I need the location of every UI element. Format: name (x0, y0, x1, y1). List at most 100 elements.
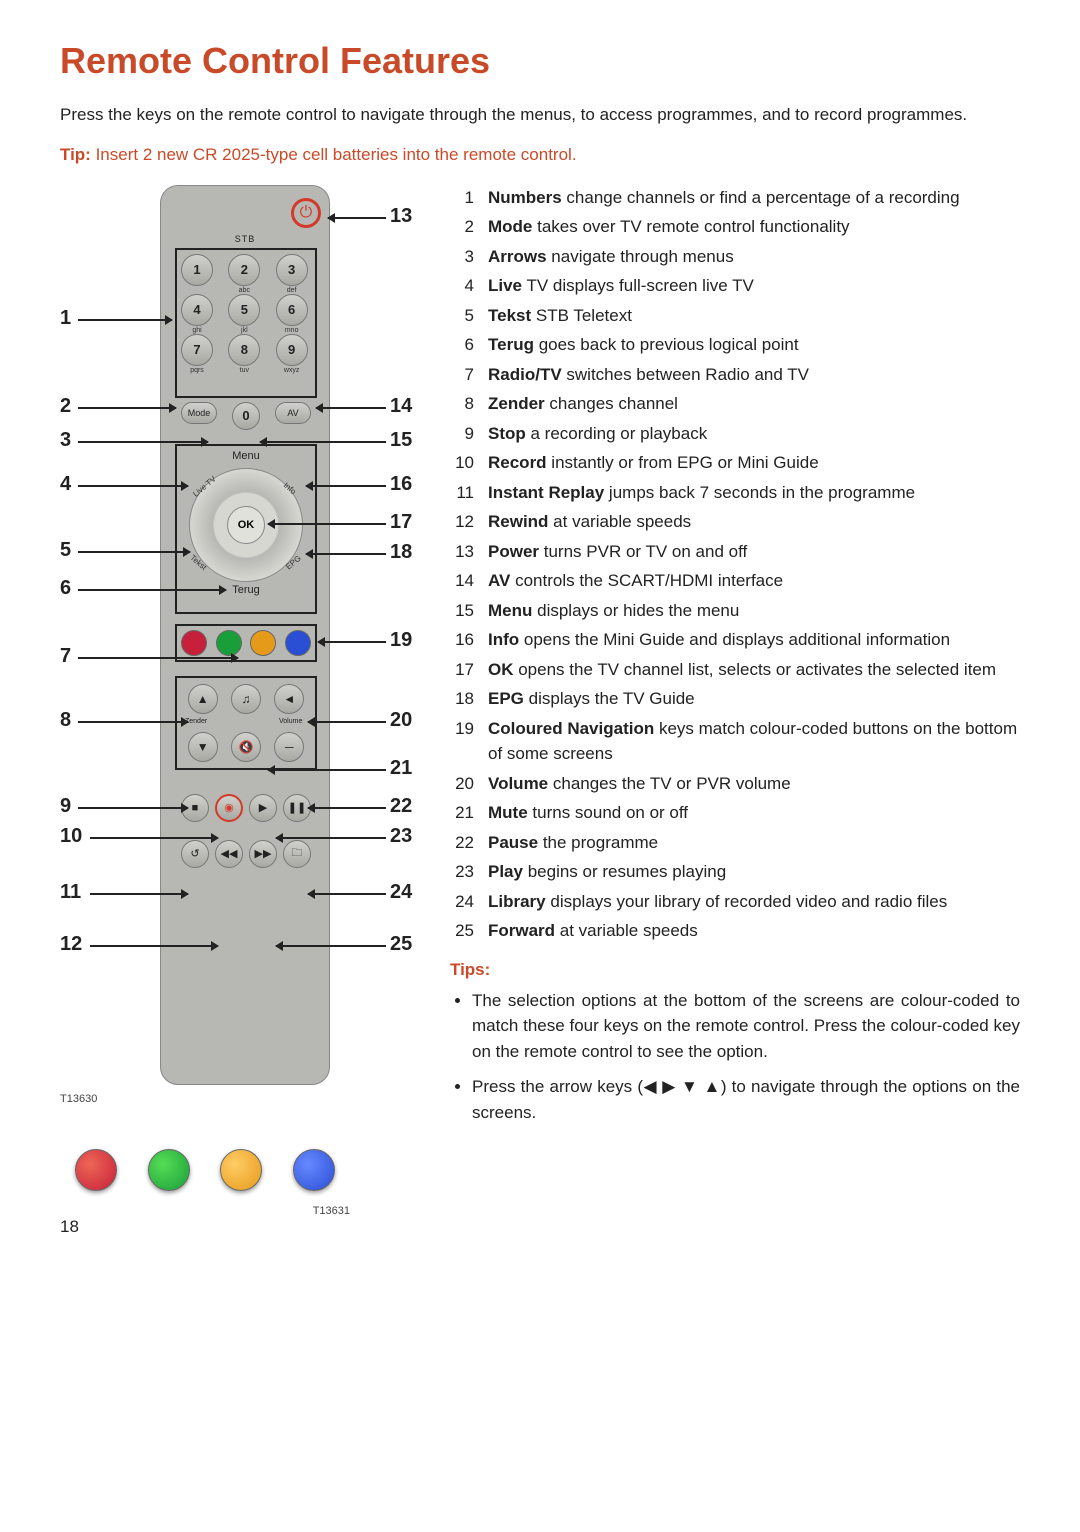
diagram-code-strip: T13631 (60, 1205, 350, 1217)
callout-line (90, 837, 218, 839)
transport-row-1: ■ ◉ ▶ ❚❚ (181, 794, 311, 822)
callout-19: 19 (390, 629, 412, 652)
feature-text: OK opens the TV channel list, selects or… (488, 657, 1020, 683)
callout-20: 20 (390, 709, 412, 732)
feature-text: Power turns PVR or TV on and off (488, 539, 1020, 565)
tip-item: Press the arrow keys (◀ ▶ ▼ ▲) to naviga… (472, 1074, 1020, 1125)
mute-icon: 🔇 (231, 732, 261, 762)
callout-6: 6 (60, 577, 71, 600)
feature-text: Info opens the Mini Guide and displays a… (488, 627, 1020, 653)
callout-line (308, 893, 386, 895)
callout-line (268, 523, 386, 525)
num-0: 0 (232, 402, 260, 430)
blue-button (285, 630, 311, 656)
callout-3: 3 (60, 429, 71, 452)
features-list: 1Numbers change channels or find a perce… (450, 185, 1020, 944)
remote-diagram: STB 1 2abc 3def 4ghi 5jkl 6mno 7pqrs 8tu… (60, 185, 420, 1105)
numpad: 1 2abc 3def 4ghi 5jkl 6mno 7pqrs 8tuv 9w… (181, 254, 311, 366)
tip-label: Tip: (60, 145, 91, 164)
feature-item: 15 Menu displays or hides the menu (450, 598, 1020, 624)
feature-number: 19 (450, 716, 474, 767)
callout-7: 7 (60, 645, 71, 668)
callout-line (276, 945, 386, 947)
callout-line (78, 721, 188, 723)
feature-item: 6Terug goes back to previous logical poi… (450, 332, 1020, 358)
transport-row-2: ↺ ◀◀ ▶▶ 🗀 (181, 840, 311, 868)
page-title: Remote Control Features (60, 40, 1020, 82)
feature-text: Library displays your library of recorde… (488, 889, 1020, 915)
mode-row: Mode 0 AV (181, 402, 311, 430)
callout-12: 12 (60, 933, 82, 956)
feature-item: 1Numbers change channels or find a perce… (450, 185, 1020, 211)
callout-11: 11 (60, 881, 81, 904)
feature-text: EPG displays the TV Guide (488, 686, 1020, 712)
feature-item: 13Power turns PVR or TV on and off (450, 539, 1020, 565)
feature-number: 20 (450, 771, 474, 797)
callout-line (78, 589, 226, 591)
callout-line (78, 807, 188, 809)
volume-label: Volume (279, 718, 302, 725)
features-column: 1Numbers change channels or find a perce… (450, 185, 1020, 1217)
tip-item: The selection options at the bottom of t… (472, 988, 1020, 1065)
callout-line (78, 485, 188, 487)
feature-text: Rewind at variable speeds (488, 509, 1020, 535)
feature-text: Stop a recording or playback (488, 421, 1020, 447)
callout-14: 14 (390, 395, 412, 418)
feature-item: 23Play begins or resumes playing (450, 859, 1020, 885)
callout-line (316, 407, 386, 409)
callout-line (306, 553, 386, 555)
feature-number: 11 (450, 480, 474, 506)
content-row: STB 1 2abc 3def 4ghi 5jkl 6mno 7pqrs 8tu… (60, 185, 1020, 1217)
feature-number: 18 (450, 686, 474, 712)
feature-text: Play begins or resumes playing (488, 859, 1020, 885)
num-9: 9wxyz (276, 334, 308, 366)
stb-label: STB (161, 234, 329, 244)
feature-number: 10 (450, 450, 474, 476)
feature-item: 22Pause the programme (450, 830, 1020, 856)
feature-text: Zender changes channel (488, 391, 1020, 417)
callout-line (90, 893, 188, 895)
media-row-1: ▲ ♫ ◄ (181, 684, 311, 714)
callout-15: 15 (390, 429, 412, 452)
radio-tv-icon: ♫ (231, 684, 261, 714)
feature-number: 15 (450, 598, 474, 624)
feature-number: 16 (450, 627, 474, 653)
num-3: 3def (276, 254, 308, 286)
callout-21: 21 (390, 757, 412, 780)
remote-body: STB 1 2abc 3def 4ghi 5jkl 6mno 7pqrs 8tu… (160, 185, 330, 1085)
orange-button (250, 630, 276, 656)
feature-text: Mode takes over TV remote control functi… (488, 214, 1020, 240)
feature-item: 2Mode takes over TV remote control funct… (450, 214, 1020, 240)
feature-number: 22 (450, 830, 474, 856)
feature-number: 14 (450, 568, 474, 594)
callout-line (308, 721, 386, 723)
callout-18: 18 (390, 541, 412, 564)
feature-number: 1 (450, 185, 474, 211)
feature-item: 18 EPG displays the TV Guide (450, 686, 1020, 712)
feature-item: 12 Rewind at variable speeds (450, 509, 1020, 535)
feature-text: Volume changes the TV or PVR volume (488, 771, 1020, 797)
feature-item: 4Live TV displays full-screen live TV (450, 273, 1020, 299)
colour-strip (60, 1135, 350, 1205)
power-icon (291, 198, 321, 228)
intro-text: Press the keys on the remote control to … (60, 102, 1020, 128)
callout-line (78, 319, 172, 321)
zender-down-icon: ▼ (188, 732, 218, 762)
callout-line (268, 769, 386, 771)
callout-line (260, 441, 386, 443)
feature-number: 12 (450, 509, 474, 535)
feature-number: 8 (450, 391, 474, 417)
feature-number: 17 (450, 657, 474, 683)
callout-23: 23 (390, 825, 412, 848)
tips-list: The selection options at the bottom of t… (450, 988, 1020, 1126)
library-icon: 🗀 (283, 840, 311, 868)
feature-text: Menu displays or hides the menu (488, 598, 1020, 624)
callout-line (328, 217, 386, 219)
rewind-icon: ◀◀ (215, 840, 243, 868)
menu-label: Menu (161, 450, 331, 462)
callout-10: 10 (60, 825, 82, 848)
media-row-2: ▼ 🔇 ─ (181, 732, 311, 762)
feature-number: 21 (450, 800, 474, 826)
num-4: 4ghi (181, 294, 213, 326)
callout-8: 8 (60, 709, 71, 732)
